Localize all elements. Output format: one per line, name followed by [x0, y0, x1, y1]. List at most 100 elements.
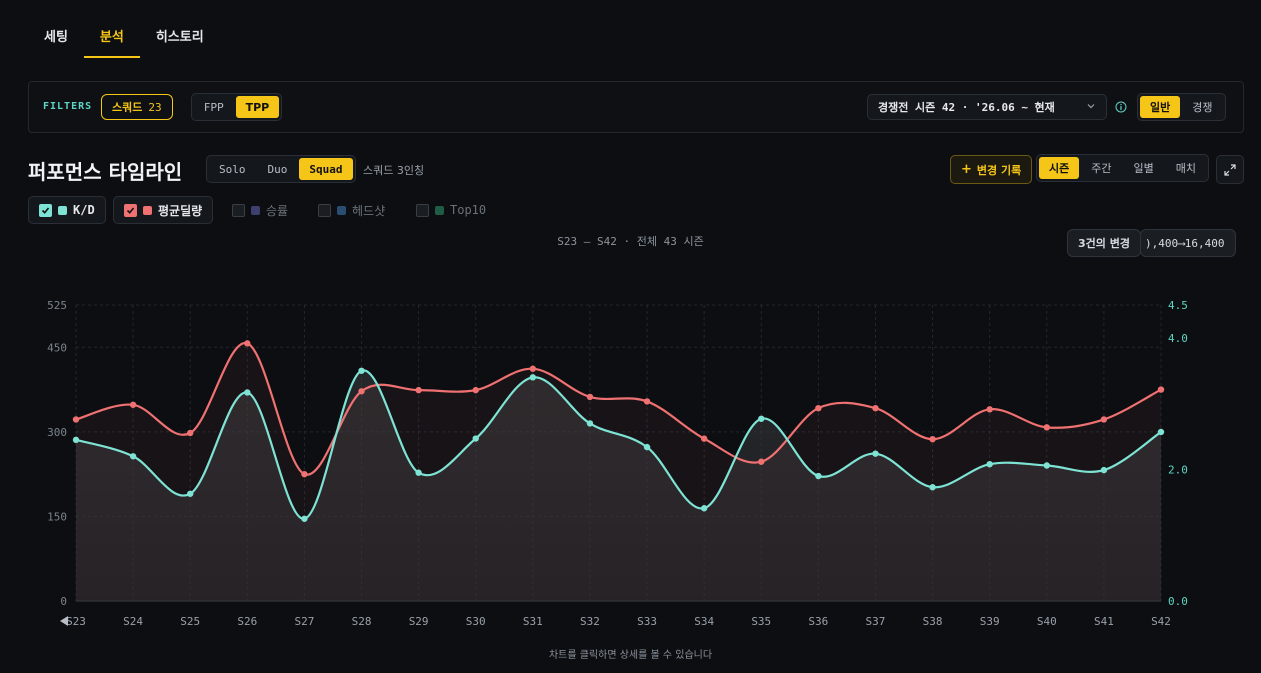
- squad-chip-count: 23: [148, 100, 162, 114]
- winrate-swatch: [251, 205, 260, 215]
- changes-count-tooltip[interactable]: 3건의 변경: [1067, 229, 1141, 257]
- kd-point: [187, 490, 194, 497]
- ranked-mode-option[interactable]: 경쟁: [1192, 101, 1213, 114]
- legend-kd[interactable]: K/D: [28, 196, 106, 224]
- damage-point: [700, 435, 708, 442]
- x-tick-label: S38: [923, 615, 943, 628]
- kd-point: [586, 420, 594, 427]
- y-left-tick-label: 450: [47, 341, 67, 354]
- x-tick-label: S30: [466, 615, 486, 628]
- page-title: 퍼포먼스 타임라인: [28, 160, 183, 184]
- match-mode-toggle: 일반 경쟁: [1137, 93, 1226, 121]
- x-tick-label: S33: [637, 615, 657, 628]
- x-tick-label: S34: [694, 615, 714, 628]
- kd-point: [472, 435, 479, 442]
- damage-point: [244, 340, 251, 347]
- checkbox-unchecked-icon: [416, 203, 429, 217]
- chart-subtitle: S23 – S42 · 전체 43 시즌: [557, 235, 704, 248]
- squad-chip-label: 스쿼드: [112, 101, 143, 114]
- checkbox-checked-icon: [39, 203, 52, 217]
- expand-icon: [1224, 163, 1236, 176]
- headshot-swatch: [337, 205, 346, 215]
- damage-point: [529, 365, 537, 372]
- duo-option[interactable]: Duo: [267, 162, 288, 176]
- fpp-option[interactable]: FPP: [204, 100, 224, 114]
- damage-area: [76, 342, 1161, 601]
- x-tick-label: S26: [237, 615, 257, 628]
- x-tick-label: S29: [409, 615, 429, 628]
- checkbox-unchecked-icon: [232, 203, 245, 217]
- kd-area: [76, 370, 1161, 601]
- kd-point: [872, 450, 879, 457]
- x-tick-label: S24: [123, 615, 143, 628]
- scroll-left-icon: [60, 616, 68, 626]
- chevron-down-icon: [1087, 104, 1095, 109]
- tab-history[interactable]: 히스토리: [155, 30, 204, 45]
- info-icon[interactable]: [1115, 101, 1127, 113]
- x-tick-label: S23: [66, 615, 86, 628]
- granularity-season[interactable]: 시즌: [1039, 157, 1080, 179]
- legend-winrate[interactable]: 승률: [222, 196, 298, 224]
- y-left-tick-label: 300: [47, 426, 67, 439]
- filter-bar: FILTERS 스쿼드 23 FPP TPP 경쟁전 시즌 42 · '26.0…: [28, 81, 1244, 133]
- checkbox-unchecked-icon: [318, 203, 331, 217]
- plus-icon: +: [961, 162, 972, 177]
- kd-point: [301, 515, 308, 522]
- changes-count-text: 3건의 변경: [1078, 237, 1130, 250]
- kd-point: [358, 367, 365, 374]
- legend-headshot-label: 헤드샷: [352, 203, 386, 218]
- kd-point: [529, 374, 537, 381]
- normal-mode-option[interactable]: 일반: [1140, 96, 1181, 118]
- tpp-option[interactable]: TPP: [235, 96, 280, 118]
- damage-point: [872, 404, 879, 412]
- granularity-weekly[interactable]: 주간: [1091, 162, 1112, 175]
- kd-point: [758, 415, 765, 422]
- expand-button[interactable]: [1216, 155, 1244, 184]
- legend-top10[interactable]: Top10: [406, 196, 496, 224]
- checkbox-checked-icon: [124, 203, 137, 217]
- granularity-match[interactable]: 매치: [1175, 162, 1196, 175]
- damage-point: [1157, 386, 1165, 393]
- kd-point: [1043, 462, 1050, 469]
- y-right-tick-label: 2.0: [1168, 463, 1188, 476]
- x-tick-label: S32: [580, 615, 600, 628]
- damage-point: [72, 416, 80, 423]
- tab-settings[interactable]: 세팅: [44, 30, 68, 45]
- damage-point: [815, 404, 822, 412]
- y-right-tick-label: 0.0: [1168, 595, 1188, 608]
- damage-point: [586, 393, 594, 401]
- solo-option[interactable]: Solo: [219, 162, 246, 176]
- kd-point: [129, 453, 137, 460]
- change-value-tooltip[interactable]: ),400⟶16,400: [1140, 229, 1236, 257]
- granularity-daily[interactable]: 일별: [1133, 162, 1154, 175]
- x-tick-label: S31: [523, 615, 543, 628]
- top-tabs: 세팅 분석 히스토리: [28, 14, 220, 58]
- x-tick-label: S39: [980, 615, 1000, 628]
- damage-point: [929, 435, 936, 443]
- legend-headshot[interactable]: 헤드샷: [308, 196, 395, 224]
- kd-point: [1100, 466, 1108, 474]
- squad-option[interactable]: Squad: [299, 158, 353, 180]
- damage-point: [1100, 416, 1108, 423]
- squad-filter-chip[interactable]: 스쿼드 23: [101, 94, 173, 120]
- damage-point: [758, 458, 765, 465]
- legend-avg-damage[interactable]: 평균딜량: [113, 196, 214, 224]
- team-mode-toggle: Solo Duo Squad: [206, 155, 356, 183]
- season-select[interactable]: 경쟁전 시즌 42 · '26.06 ~ 현재: [867, 94, 1107, 120]
- kd-point: [244, 389, 251, 396]
- footer-note: 차트를 클릭하면 상세를 볼 수 있습니다: [548, 650, 713, 661]
- legend-kd-label: K/D: [73, 203, 95, 217]
- tab-analysis[interactable]: 분석: [83, 14, 140, 58]
- y-left-tick-label: 0: [60, 595, 67, 608]
- x-tick-label: S36: [808, 615, 828, 628]
- change-log-button[interactable]: + 변경 기록: [950, 155, 1033, 184]
- legend-damage-label: 평균딜량: [158, 203, 203, 218]
- perspective-toggle: FPP TPP: [191, 93, 283, 121]
- performance-chart[interactable]: 0 150 300 450 525 0.0 2.0 4.0 4.5 S23 S24 S25 S26 S27…: [0, 280, 1261, 632]
- x-tick-label: S27: [294, 615, 314, 628]
- kd-swatch: [58, 205, 67, 215]
- damage-point: [301, 470, 308, 478]
- season-select-value: 경쟁전 시즌 42 · '26.06 ~ 현재: [878, 101, 1055, 114]
- change-value-text: ),400⟶16,400: [1145, 236, 1225, 250]
- kd-series-line: [75, 369, 1162, 520]
